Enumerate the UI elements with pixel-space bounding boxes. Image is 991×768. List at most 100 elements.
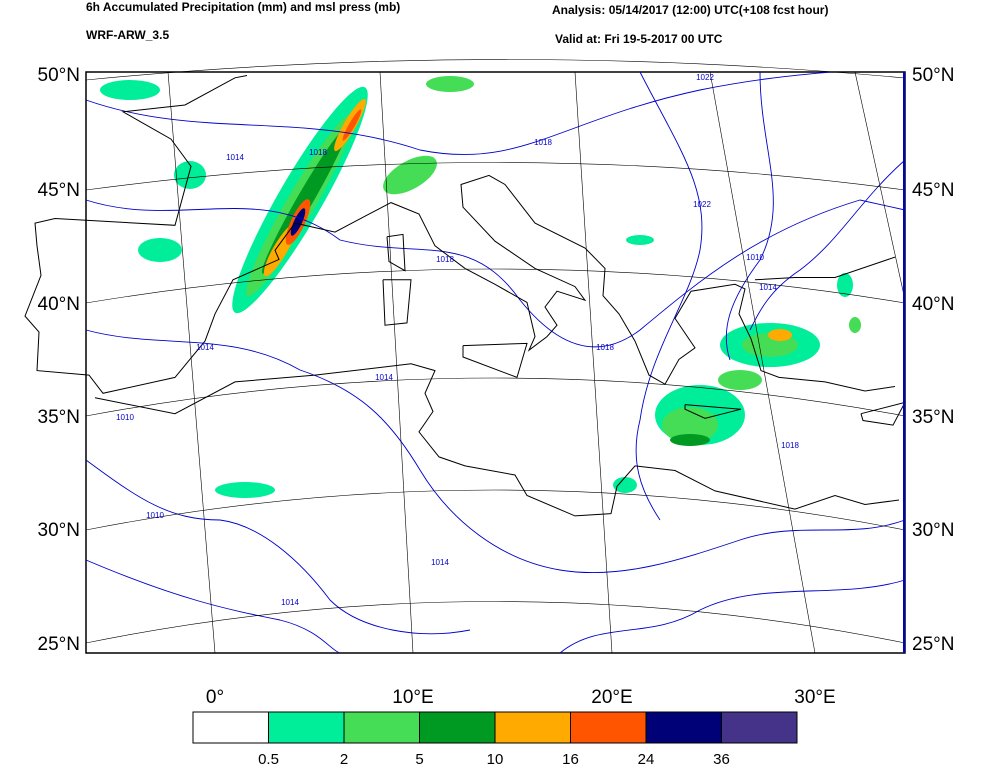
precip-area xyxy=(426,76,474,92)
isobar-label: 1014 xyxy=(196,343,214,352)
precip-area xyxy=(138,238,182,262)
valid-time: Valid at: Fri 19-5-2017 00 UTC xyxy=(555,32,723,46)
lat-label: 40°N xyxy=(912,294,954,315)
colorbar-label: 16 xyxy=(562,751,579,768)
isobar-label: 1018 xyxy=(309,148,327,157)
isobars xyxy=(85,71,906,654)
coastline xyxy=(386,233,406,272)
isobar-label: 1010 xyxy=(116,413,134,422)
parallel xyxy=(85,601,906,644)
isobar-label: 1018 xyxy=(596,343,614,352)
isobar xyxy=(559,579,906,654)
map-area: 1022 1018 1014 1018 1018 1014 1014 1010 1010 1014… xyxy=(24,59,906,654)
colorbar-swatch xyxy=(419,711,496,744)
colorbar-label: 36 xyxy=(713,751,730,768)
isobar xyxy=(85,71,831,156)
lon-label: 20°E xyxy=(591,687,632,708)
precip-area xyxy=(626,235,654,245)
isobar-label: 1014 xyxy=(759,283,777,292)
meridian xyxy=(379,71,414,654)
lat-label: 25°N xyxy=(38,634,80,655)
isobar-label: 1014 xyxy=(431,558,449,567)
meridian xyxy=(167,71,216,654)
analysis: Analysis: 05/14/2017 (12:00) UTC(+108 fc… xyxy=(552,3,828,17)
precip-area xyxy=(383,155,437,195)
coastline xyxy=(860,401,906,426)
isobar xyxy=(749,159,906,331)
isobar xyxy=(635,71,703,521)
model: WRF-ARW_3.5 xyxy=(86,28,169,42)
parallel xyxy=(85,162,906,191)
lat-label: 50°N xyxy=(38,65,80,86)
precip-area xyxy=(849,317,861,333)
precip-area xyxy=(613,477,637,493)
colorbar-label: 2 xyxy=(340,751,348,768)
precip-area xyxy=(662,407,718,443)
colorbar-swatch xyxy=(494,711,571,744)
colorbar-swatch xyxy=(343,711,420,744)
colorbar-swatch xyxy=(645,711,722,744)
coastline xyxy=(24,75,896,394)
meridian xyxy=(574,71,613,654)
isobar-label: 1014 xyxy=(281,598,299,607)
precip-area xyxy=(174,161,206,189)
coastline xyxy=(754,256,896,281)
colorbar-swatch xyxy=(570,711,647,744)
colorbar-label: 10 xyxy=(487,751,504,768)
precip-area xyxy=(837,273,853,297)
coastline xyxy=(94,363,900,517)
isobar xyxy=(85,459,471,635)
isobar-label: 1014 xyxy=(375,373,393,382)
parallel xyxy=(85,59,906,81)
meridian xyxy=(854,71,906,301)
precip-area xyxy=(670,434,710,446)
colorbar-swatch xyxy=(268,711,345,744)
precip-area xyxy=(290,208,306,236)
lat-label: 30°N xyxy=(38,520,80,541)
isobar xyxy=(85,559,341,654)
isobar-label: 1018 xyxy=(534,138,552,147)
precip-area xyxy=(100,80,160,100)
lat-label: 30°N xyxy=(912,520,954,541)
isobar-label: 1014 xyxy=(226,153,244,162)
precip-area xyxy=(215,482,275,498)
isobar-label: 1018 xyxy=(436,255,454,264)
lon-label: 10°E xyxy=(392,687,433,708)
isobar xyxy=(85,329,906,574)
isobar-label: 1018 xyxy=(781,441,799,450)
lat-label: 25°N xyxy=(912,634,954,655)
coastline xyxy=(684,404,742,419)
lat-label: 45°N xyxy=(912,180,954,201)
lon-label: 0° xyxy=(206,687,224,708)
colorbar-label: 5 xyxy=(415,751,423,768)
lon-label: 30°E xyxy=(794,687,835,708)
colorbar-swatch xyxy=(192,711,269,744)
colorbar-swatch xyxy=(721,711,798,744)
isobar xyxy=(725,71,774,361)
colorbar-label: 24 xyxy=(638,751,655,768)
isobar-label: 1022 xyxy=(693,200,711,209)
lat-label: 35°N xyxy=(38,407,80,428)
isobar-label: 1010 xyxy=(746,253,764,262)
parallel xyxy=(85,268,906,304)
precipitation xyxy=(100,76,861,498)
title: 6h Accumulated Precipitation (mm) and ms… xyxy=(86,0,400,14)
precip-area xyxy=(718,370,762,390)
isobar-label: 1010 xyxy=(146,511,164,520)
isobar-label: 1022 xyxy=(696,73,714,82)
parallel xyxy=(85,377,906,417)
lat-label: 35°N xyxy=(912,407,954,428)
graticule xyxy=(85,59,906,654)
coastline xyxy=(462,342,528,379)
meridian xyxy=(709,71,816,654)
lat-label: 40°N xyxy=(38,294,80,315)
coastline xyxy=(382,279,412,326)
colorbar-label: 0.5 xyxy=(258,751,279,768)
lat-label: 45°N xyxy=(38,180,80,201)
coastlines xyxy=(24,75,906,517)
lat-label: 50°N xyxy=(912,65,954,86)
isobar xyxy=(85,199,906,348)
precip-area xyxy=(768,329,792,341)
